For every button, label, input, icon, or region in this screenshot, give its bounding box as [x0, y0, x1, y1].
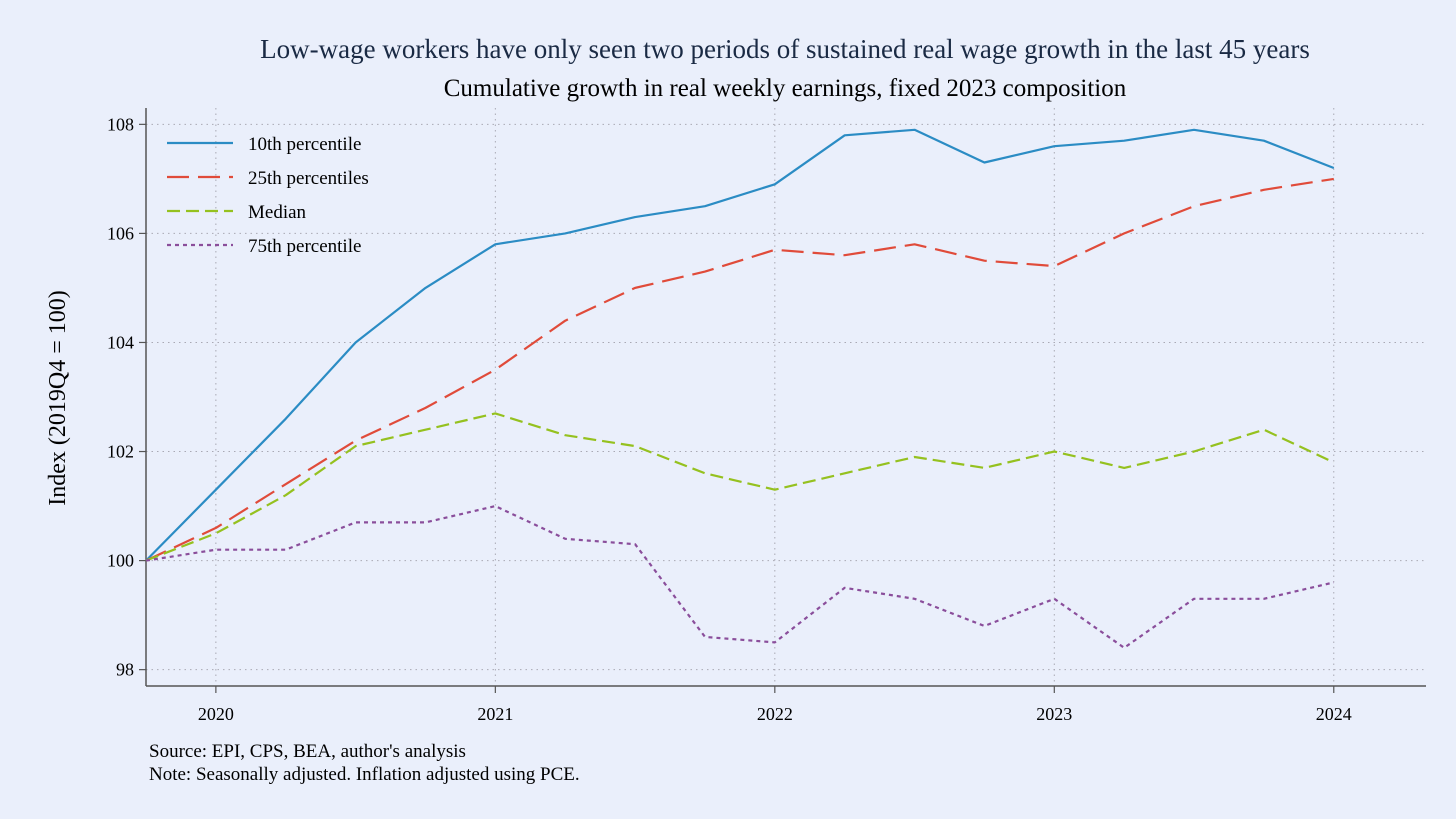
legend-label-4: 75th percentile [248, 236, 361, 257]
series-line-3 [145, 412, 1335, 562]
y-tick-label: 108 [107, 114, 134, 134]
y-tick-label: 98 [116, 660, 134, 680]
series-line-4 [145, 505, 1335, 649]
y-axis-label: Index (2019Q4 = 100) [45, 290, 71, 506]
x-tick-label: 2021 [477, 704, 513, 724]
x-tick-label: 2020 [198, 704, 234, 724]
y-tick-label: 104 [107, 332, 134, 352]
legend: 10th percentile 25th percentiles Median 75t… [167, 134, 369, 257]
y-tick-label: 102 [107, 442, 134, 462]
series-line-1 [145, 128, 1335, 562]
x-tick-label: 2024 [1316, 704, 1352, 724]
series-lines [145, 128, 1335, 649]
footnote: Note: Seasonally adjusted. Inflation adj… [149, 764, 580, 785]
legend-label-2: 25th percentiles [248, 168, 369, 189]
y-tick-label: 106 [107, 223, 134, 243]
legend-label-1: 10th percentile [248, 134, 361, 155]
legend-label-3: Median [248, 202, 307, 223]
chart-title: Low-wage workers have only seen two peri… [260, 34, 1310, 64]
x-tick-label: 2022 [757, 704, 793, 724]
chart-subtitle: Cumulative growth in real weekly earning… [444, 75, 1127, 102]
series-line-2 [145, 177, 1334, 562]
y-tick-label: 100 [107, 551, 134, 571]
source-note: Source: EPI, CPS, BEA, author's analysis [149, 741, 466, 762]
axes: 98 100 102 104 106 108 2020 2021 2022 2023 2024 [107, 108, 1426, 724]
x-tick-label: 2023 [1036, 704, 1072, 724]
